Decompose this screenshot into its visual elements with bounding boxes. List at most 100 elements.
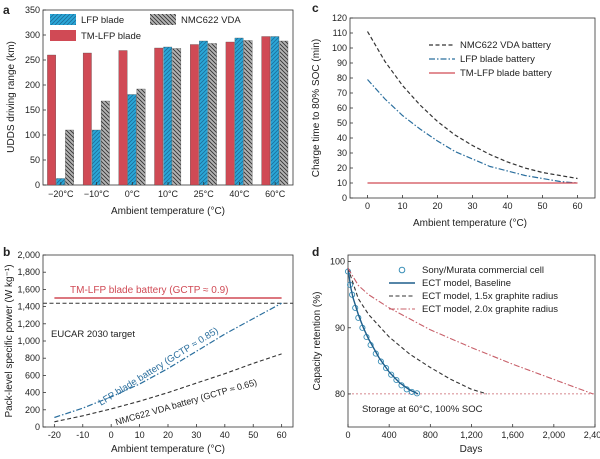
panel-label-a: a (3, 3, 10, 17)
panel-b-ytick-label: 200 (25, 405, 40, 415)
panel-b-ytick-label: 400 (25, 388, 40, 398)
panel-c-xtick-label: 60 (572, 201, 582, 211)
panel-c-ytick-label: 60 (337, 103, 347, 113)
legend-label-ect-2-0x: ECT model, 2.0x graphite radius (422, 304, 558, 315)
series-line-nmc622-vda-battery (366, 31, 578, 180)
panel-b-xlabel: Ambient temperature (°C) (111, 444, 225, 455)
panel-c-ytick-label: 90 (337, 58, 347, 68)
panel-b-xtick-label: -20 (48, 430, 61, 440)
legend-label-tm-lfp-blade: TM-LFP blade (81, 31, 141, 42)
panel-d-ylabel: Capacity retention (%) (312, 292, 323, 391)
panel-d-xtick-label: 2,400 (584, 430, 600, 440)
panel-c-legend: NMC622 VDA battery LFP blade battery TM-… (429, 40, 552, 79)
panel-a-xtick-label: 0°C (125, 189, 141, 199)
bar-nmc622-vda-0-c (136, 88, 146, 186)
panel-c-xtick-label: 10 (397, 201, 407, 211)
bar-tm-lfp-blade-60-c (261, 36, 271, 186)
panel-d-ytick-label: 90 (335, 323, 345, 333)
data-point-sony-murata-commercial-cell (377, 358, 384, 365)
panel-c-ylabel: Charge time to 80% SOC (min) (311, 39, 322, 177)
panel-c-ytick-label: 10 (337, 178, 347, 188)
panel-a-ytick-label: 200 (25, 80, 40, 90)
bar-lfp-blade-10-c (163, 46, 173, 186)
series-line-lfp-blade-battery (367, 79, 578, 184)
panel-d-xtick-label: 400 (382, 430, 397, 440)
bar-lfp-blade-25-c (199, 40, 208, 186)
panel-c-xtick-label: 50 (537, 201, 547, 211)
panel-c-xtick-label: 40 (502, 201, 512, 211)
panel-d-xtick-label: 1,600 (501, 430, 524, 440)
legend-label-lfp-blade-battery: LFP blade battery (460, 54, 535, 65)
panel-b-ytick-label: 1,000 (17, 336, 40, 346)
legend-label-ect-1-5x: ECT model, 1.5x graphite radius (422, 291, 558, 302)
panel-c-line-chart: 0 10 20 30 40 50 60 70 80 90 100 110 120 0 10 20 30 40 50… (311, 13, 596, 229)
panel-a-ytick-label: 100 (25, 130, 40, 140)
panel-b-ylabel: Pack-level specific power (W kg⁻¹) (4, 264, 15, 417)
bar-lfp-blade-40-c (234, 37, 244, 186)
panel-b-xtick-label: 10 (135, 430, 145, 440)
panel-d-line-chart: 80 90 100 0 400 800 1,200 1,600 2,000 2,400 Capa… (312, 254, 600, 455)
bar-tm-lfp-blade-25-c (190, 44, 199, 186)
data-point-sony-murata-commercial-cell (383, 365, 390, 372)
data-point-sony-murata-commercial-cell (393, 376, 400, 384)
panel-d-xtick-label: 1,200 (460, 430, 483, 440)
bar-nmc622-vda-10-c (100, 100, 110, 186)
bar-nmc622-vda-10-c (172, 48, 182, 186)
panel-a-xtick-label: −20°C (48, 189, 74, 199)
bar-tm-lfp-blade-40-c (225, 41, 235, 186)
bar-tm-lfp-blade-0-c (118, 50, 128, 186)
panel-label-d: d (312, 245, 319, 259)
legend-swatch-nmc622-vda (150, 14, 176, 25)
panel-d-legend: Sony/Murata commercial cell ECT model, B… (389, 265, 558, 315)
bar-tm-lfp-blade-10-c (82, 52, 92, 186)
legend-label-nmc622-vda-battery: NMC622 VDA battery (460, 40, 551, 51)
legend-label-ect-baseline: ECT model, Baseline (422, 278, 511, 289)
panel-b-xtick-label: 0 (109, 430, 114, 440)
panel-a-bar-chart: 0 50 100 150 200 250 300 350 −20°C −10°C 0°C 10°C 2… (6, 5, 294, 217)
panel-d-xtick-label: 800 (423, 430, 438, 440)
panel-c-ytick-label: 0 (342, 193, 347, 203)
panel-d-xtick-label: 2,000 (543, 430, 566, 440)
bar-lfp-blade-0-c (127, 94, 137, 186)
panel-a-ytick-label: 250 (25, 55, 40, 65)
bar-nmc622-vda-20-c (65, 129, 74, 186)
legend-label-nmc622-vda: NMC622 VDA (181, 15, 241, 26)
panel-a-xlabel: Ambient temperature (°C) (111, 206, 225, 217)
series-line-nmc622-vda-battery (54, 353, 282, 423)
panel-b-xtick-label: 30 (191, 430, 201, 440)
panel-a-ytick-label: 150 (25, 105, 40, 115)
panel-c-ytick-label: 30 (337, 148, 347, 158)
panel-b-xtick-label: -10 (76, 430, 89, 440)
bar-nmc622-vda-40-c (243, 40, 253, 186)
panel-d-xlabel: Days (460, 444, 483, 455)
annotation-tm-lfp-blade-battery: TM-LFP blade battery (GCTP ≈ 0.9) (70, 285, 229, 296)
legend-label-sony-murata: Sony/Murata commercial cell (422, 265, 544, 276)
bar-nmc622-vda-60-c (279, 40, 289, 186)
legend-label-lfp-blade: LFP blade (81, 15, 124, 26)
bar-lfp-blade-60-c (270, 36, 280, 186)
panel-b-ytick-label: 1,600 (17, 284, 40, 294)
panel-b-ytick-label: 0 (35, 422, 40, 432)
panel-c-xtick-label: 30 (467, 201, 477, 211)
panel-a-legend: LFP blade NMC622 VDA TM-LFP blade (50, 14, 241, 42)
panel-b-ytick-label: 1,800 (17, 267, 40, 277)
annotation-eucar-2030-target: EUCAR 2030 target (51, 329, 135, 340)
panel-c-xlabel: Ambient temperature (°C) (413, 218, 527, 229)
panel-c-ytick-label: 70 (337, 88, 347, 98)
panel-b-ytick-label: 2,000 (17, 250, 40, 260)
panel-c-ytick-label: 120 (332, 13, 347, 23)
panel-c-ytick-label: 100 (332, 43, 347, 53)
series-line-ect-model-baseline (347, 268, 419, 395)
panel-d-ytick-label: 100 (330, 257, 345, 267)
panel-a-ytick-label: 350 (25, 5, 40, 15)
legend-label-tm-lfp-blade-battery: TM-LFP blade battery (460, 68, 552, 79)
panel-a-ytick-label: 0 (35, 180, 40, 190)
series-line-ect-model-2-0x-graphite-radius (347, 267, 594, 395)
panel-c-ytick-label: 40 (337, 133, 347, 143)
panel-a-ylabel: UDDS driving range (km) (6, 41, 17, 153)
legend-swatch-lfp-blade (50, 14, 76, 25)
panel-b-xtick-label: 20 (163, 430, 173, 440)
panel-c-xtick-label: 20 (432, 201, 442, 211)
panel-a-xtick-label: 60°C (265, 189, 286, 199)
